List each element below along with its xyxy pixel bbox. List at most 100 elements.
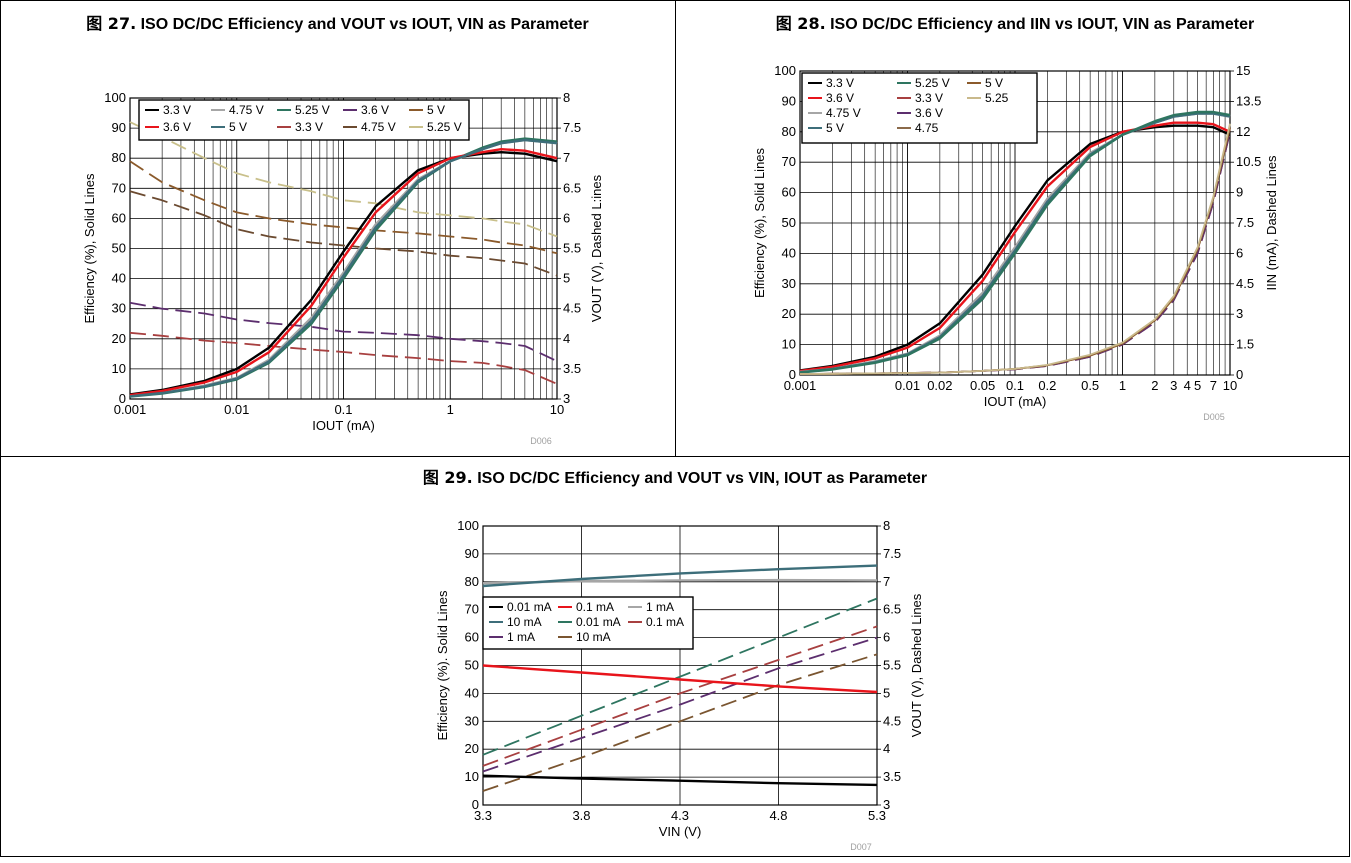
chart-1: 0 10 20 30 40 50 60 70 80 90 100 3 3.5 4 4.5 5 5.5 6 6.5 7 7…	[82, 90, 604, 446]
series-line	[799, 121, 1231, 373]
legend-label: 5 V	[985, 76, 1003, 90]
series-line	[799, 110, 1231, 374]
x-tick-label: 0.02	[927, 378, 952, 393]
legend-label: 0.01 mA	[507, 600, 552, 614]
y-tick-label: 90	[112, 120, 126, 135]
series-line	[799, 131, 1231, 375]
figure-27-caption-text: ISO DC/DC Efficiency and VOUT vs IOUT, V…	[140, 16, 589, 33]
y-tick-label: 60	[465, 630, 479, 645]
x-tick-label: 0.1	[1006, 378, 1024, 393]
x-tick-label: 10	[550, 402, 564, 417]
y2-axis-label: VOUT (V), Dashed Lines	[909, 593, 924, 737]
y-tick-label: 60	[112, 210, 126, 225]
x-axis-label: IOUT (mA)	[984, 394, 1047, 409]
charts-layer: 010203040506070809010033.544.555.566.577…	[82, 63, 1279, 852]
series-line	[129, 331, 558, 385]
series-line	[129, 301, 558, 362]
y2-tick-label: 9	[1236, 185, 1243, 200]
x-axis-label: VIN (V)	[659, 824, 702, 839]
y2-tick-label: 7.5	[883, 546, 901, 561]
x-tick-label: 0.01	[895, 378, 920, 393]
legend-label: 3.3 V	[163, 103, 191, 117]
legend-label: 10 mA	[507, 615, 542, 629]
y-tick-label: 0	[789, 367, 796, 382]
y2-axis-label: VOUT (V), Dashed L:ines	[589, 174, 604, 322]
x-tick-label: 4	[1184, 378, 1191, 393]
legend-label: 5.25 V	[295, 103, 330, 117]
figure-28-caption-prefix: 图 28.	[775, 14, 826, 33]
y2-tick-label: 6	[563, 210, 570, 225]
y-tick-label: 30	[782, 276, 796, 291]
y-tick-label: 30	[112, 301, 126, 316]
series-line	[799, 123, 1231, 375]
y-tick-label: 40	[782, 245, 796, 260]
y-tick-label: 100	[104, 90, 126, 105]
legend-label: 0.1 mA	[646, 615, 684, 629]
y2-tick-label: 4.5	[1236, 276, 1254, 291]
x-tick-label: 4.8	[769, 808, 787, 823]
legend-label: 3.6 V	[361, 103, 389, 117]
y-tick-label: 80	[465, 574, 479, 589]
figure-27-caption-prefix: 图 27.	[86, 14, 137, 33]
figure-code-label: D005	[1203, 412, 1225, 422]
x-tick-label: 0.001	[784, 378, 817, 393]
x-tick-label: 2	[1151, 378, 1158, 393]
legend-box	[138, 99, 470, 141]
x-tick-label: 5	[1194, 378, 1201, 393]
y-tick-label: 70	[465, 602, 479, 617]
y-tick-label: 90	[465, 546, 479, 561]
y-tick-label: 0	[119, 391, 126, 406]
y2-tick-label: 4.5	[563, 301, 581, 316]
legend: 3.3 V 4.75 V 5.25 V 3.6 V 5 V 3.6 V 5 V 3.3 V 4.…	[138, 99, 470, 141]
x-tick-label: 4.3	[671, 808, 689, 823]
figure-code-label: D007	[850, 842, 872, 852]
figure-28-caption-text: ISO DC/DC Efficiency and IIN vs IOUT, VI…	[830, 16, 1255, 33]
series-line	[129, 147, 558, 397]
figure-28-title: 图 28. ISO DC/DC Efficiency and IIN vs IO…	[685, 14, 1345, 34]
y2-tick-label: 6	[883, 630, 890, 645]
legend-box	[801, 72, 1038, 144]
y-tick-label: 40	[112, 271, 126, 286]
x-tick-label: 0.01	[224, 402, 249, 417]
y-tick-label: 70	[782, 154, 796, 169]
figure-27-title: 图 27. ISO DC/DC Efficiency and VOUT vs I…	[10, 14, 665, 34]
y2-tick-label: 3.5	[563, 361, 581, 376]
y-tick-label: 100	[457, 518, 479, 533]
y-tick-label: 80	[112, 150, 126, 165]
series-line	[129, 150, 558, 396]
y-tick-label: 0	[472, 797, 479, 812]
x-tick-label: 0.1	[334, 402, 352, 417]
y2-tick-label: 3	[883, 797, 890, 812]
series-line	[482, 597, 878, 756]
series-line	[799, 124, 1231, 372]
y-tick-label: 10	[465, 769, 479, 784]
figure-29-caption-text: ISO DC/DC Efficiency and VOUT vs VIN, IO…	[477, 470, 928, 487]
x-tick-label: 0.001	[114, 402, 147, 417]
y2-tick-label: 5	[883, 685, 890, 700]
y2-tick-label: 6	[1236, 245, 1243, 260]
y2-tick-label: 7.5	[563, 120, 581, 135]
y-tick-label: 100	[774, 63, 796, 78]
y2-tick-label: 5	[563, 271, 570, 286]
y-tick-label: 80	[782, 124, 796, 139]
series-line	[129, 138, 558, 398]
y2-tick-label: 8	[563, 90, 570, 105]
figure-29-title: 图 29. ISO DC/DC Efficiency and VOUT vs V…	[10, 468, 1340, 488]
legend-label: 0.1 mA	[576, 600, 614, 614]
y-tick-label: 30	[465, 713, 479, 728]
x-tick-label: 7	[1210, 378, 1217, 393]
legend-label: 5 V	[427, 103, 445, 117]
legend-label: 3.3 V	[915, 91, 943, 105]
y2-tick-label: 4	[883, 741, 890, 756]
x-axis-label: IOUT (mA)	[312, 418, 375, 433]
legend-box	[482, 596, 694, 650]
panel-border-bottom	[0, 456, 1350, 857]
y2-tick-label: 4	[563, 331, 570, 346]
series-line	[482, 653, 878, 792]
series-line	[129, 121, 558, 238]
y2-tick-label: 3	[1236, 306, 1243, 321]
x-tick-label: 5.3	[868, 808, 886, 823]
